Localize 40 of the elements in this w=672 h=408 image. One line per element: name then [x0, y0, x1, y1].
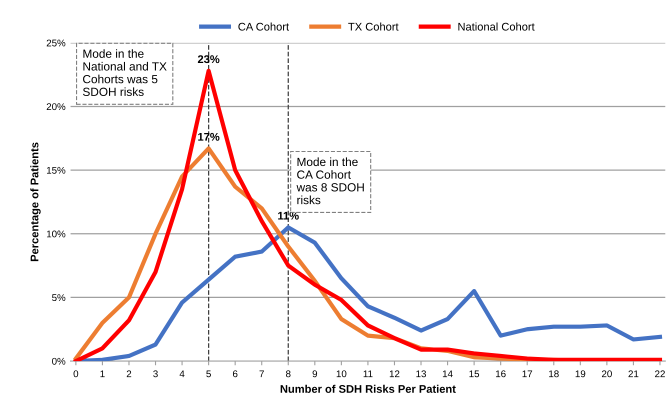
x-tick-label: 9	[312, 370, 318, 378]
legend-label: CA Cohort	[238, 22, 289, 31]
data-label: 11%	[278, 212, 299, 220]
legend-label: National Cohort	[458, 22, 535, 31]
legend-label: TX Cohort	[348, 22, 399, 31]
x-tick-label: 3	[153, 370, 158, 378]
line-series	[74, 225, 662, 362]
y-tick-label: 25%	[46, 40, 66, 46]
y-tick-label: 5%	[52, 294, 66, 302]
y-tick-label: 20%	[46, 103, 66, 110]
x-tick-label: 8	[286, 370, 291, 378]
y-axis-title: Percentage of Patients	[30, 142, 41, 262]
x-tick-label: 12	[390, 370, 400, 378]
x-tick-label: 15	[469, 370, 480, 378]
x-tick-label: 5	[206, 370, 211, 378]
x-tick-label: 11	[364, 370, 372, 378]
y-tick-label: 15%	[46, 166, 66, 174]
x-tick-label: 16	[496, 370, 506, 378]
x-tick-label: 6	[232, 370, 238, 378]
x-tick-label: 20	[602, 370, 612, 378]
x-tick-label: 14	[442, 370, 453, 378]
x-tick-label: 13	[416, 370, 426, 378]
x-tick-label: 7	[260, 370, 264, 378]
x-tick-label: 2	[126, 370, 132, 378]
annotation: Mode in the CA Cohort was 8 SDOH risks	[296, 157, 364, 204]
y-tick-label: 10%	[46, 230, 66, 238]
annotation: Mode in the National and TX Cohorts was 5 SDOH risks	[82, 49, 167, 96]
x-tick-label: 18	[549, 370, 559, 378]
x-tick-label: 4	[180, 370, 184, 378]
x-tick-label: 21	[628, 370, 638, 378]
data-label: 23%	[198, 55, 220, 64]
data-label: 17%	[198, 132, 220, 141]
x-tick-label: 17	[522, 370, 532, 378]
x-tick-label: 22	[655, 370, 665, 378]
x-tick-label: 10	[336, 370, 346, 378]
x-tick-label: 1	[100, 370, 105, 378]
x-tick-label: 0	[74, 370, 78, 378]
x-axis-title: Number of SDH Risks Per Patient	[280, 384, 456, 393]
x-tick-label: 19	[576, 370, 586, 378]
y-tick-label: 0%	[52, 358, 66, 365]
